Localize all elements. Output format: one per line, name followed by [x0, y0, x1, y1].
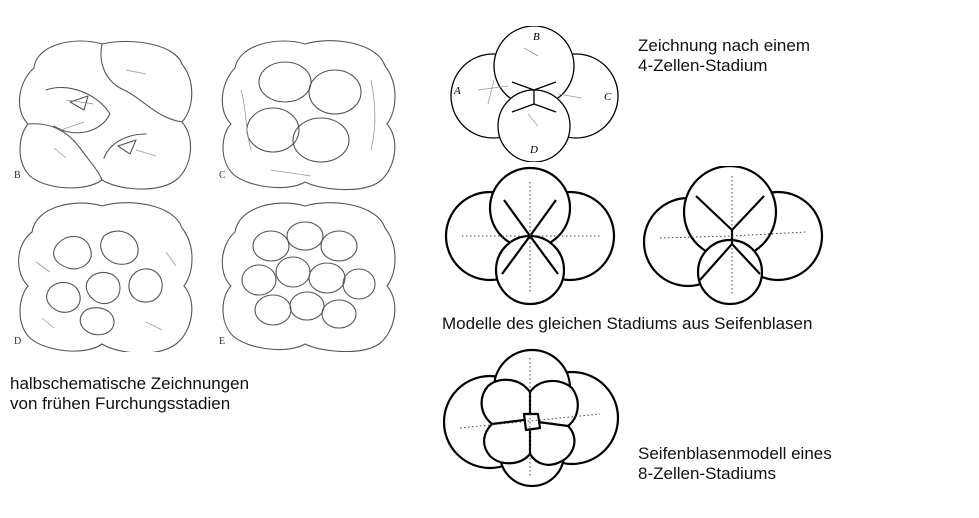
- eight-cell-model-svg: [442, 348, 620, 488]
- bubble-model-1: [444, 166, 616, 306]
- tile-letter-b: B: [14, 170, 21, 181]
- left-caption-line2: von frühen Furchungsstadien: [10, 394, 231, 413]
- tile-letter-e: E: [219, 336, 225, 347]
- cell-label-c: C: [604, 91, 612, 103]
- cell-label-b: B: [533, 31, 540, 43]
- embryo-tile-e: E: [219, 202, 396, 352]
- model8-caption-line1: Seifenblasenmodell eines: [638, 444, 832, 463]
- furchung-plate: B C D: [6, 30, 398, 352]
- bubble-model-2: [642, 166, 824, 306]
- embryo-tile-b: B: [14, 40, 193, 190]
- tile-letter-c: C: [219, 170, 226, 181]
- drawing4-caption-line1: Zeichnung nach einem: [638, 36, 811, 55]
- embryo-tile-c: C: [219, 40, 396, 191]
- soap-bubble-models: [440, 166, 840, 306]
- embryo-tile-d: D: [14, 202, 193, 352]
- left-caption-line1: halbschematische Zeichnungen: [10, 374, 250, 393]
- model8-caption-line2: 8-Zellen-Stadiums: [638, 464, 776, 483]
- drawing4-caption-line2: 4-Zellen-Stadium: [638, 56, 768, 75]
- four-cell-drawing-svg: A B C D: [450, 26, 619, 162]
- tile-letter-d: D: [14, 336, 21, 347]
- eight-cell-model: [440, 348, 620, 488]
- cell-label-a: A: [453, 85, 461, 97]
- four-cell-drawing: A B C D: [438, 26, 628, 162]
- cell-label-d: D: [529, 144, 538, 156]
- models-caption: Modelle des gleichen Stadiums aus Seifen…: [442, 314, 813, 333]
- soap-bubble-models-svg: [444, 166, 824, 306]
- furchung-illustrations: B C D: [14, 40, 396, 352]
